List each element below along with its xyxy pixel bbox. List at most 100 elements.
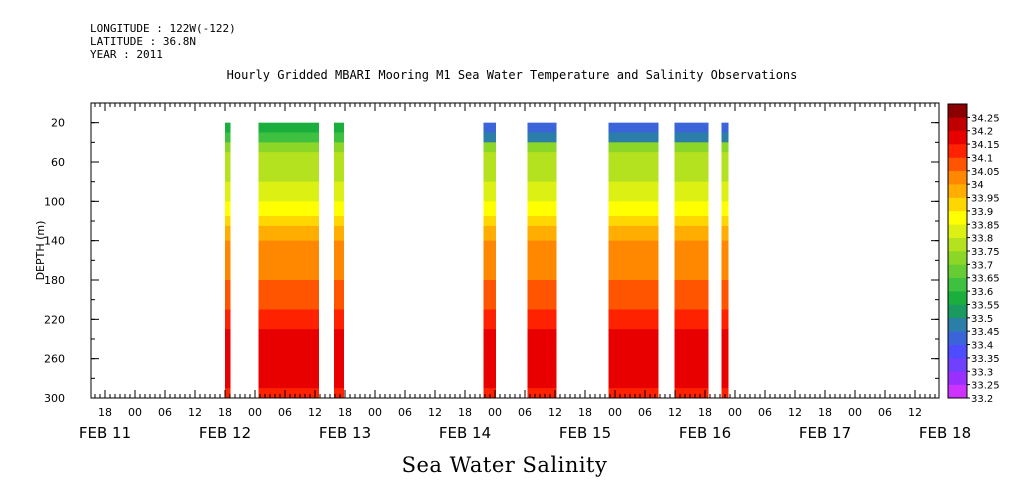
colorbar-cell (948, 210, 967, 225)
salinity-band (334, 299, 344, 306)
salinity-band (334, 225, 344, 232)
salinity-band (721, 289, 729, 296)
salinity-band (483, 329, 496, 335)
salinity-band (334, 358, 344, 365)
y-tick-label: 60 (51, 156, 65, 169)
salinity-band (721, 294, 729, 301)
salinity-band (608, 137, 659, 143)
salinity-band (527, 265, 557, 271)
salinity-band (527, 304, 557, 310)
salinity-band (334, 309, 344, 315)
y-tick-label: 300 (44, 392, 65, 405)
salinity-band (721, 137, 729, 143)
salinity-band (334, 245, 344, 251)
salinity-band (225, 373, 231, 379)
salinity-band (527, 181, 557, 188)
colorbar-cell (948, 157, 967, 172)
salinity-band (674, 368, 709, 374)
salinity-band (608, 171, 659, 178)
salinity-band (225, 225, 231, 232)
colorbar-label: 34.15 (971, 140, 1000, 151)
salinity-band (258, 270, 319, 276)
salinity-band (527, 221, 557, 227)
salinity-band (334, 127, 344, 133)
salinity-band (334, 324, 344, 330)
chart-title: Hourly Gridded MBARI Mooring M1 Sea Wate… (226, 68, 798, 82)
colorbar-label: 33.6 (971, 287, 993, 298)
salinity-band (334, 284, 344, 291)
salinity-band (334, 206, 344, 212)
data-segment (608, 122, 659, 399)
salinity-band (674, 378, 709, 384)
salinity-band (483, 132, 496, 138)
salinity-band (225, 299, 231, 306)
salinity-band (608, 329, 659, 335)
salinity-band (258, 275, 319, 281)
salinity-band (674, 255, 709, 261)
salinity-band (674, 393, 709, 399)
salinity-band (674, 152, 709, 158)
salinity-band (225, 132, 231, 138)
salinity-band (258, 348, 319, 355)
salinity-band (527, 142, 557, 148)
salinity-band (483, 196, 496, 202)
salinity-band (674, 388, 709, 394)
salinity-band (258, 211, 319, 217)
salinity-band (334, 201, 344, 207)
x-tick-label: 00 (128, 406, 142, 419)
salinity-band (258, 230, 319, 237)
x-tick-label: 12 (308, 406, 322, 419)
salinity-band (608, 235, 659, 242)
salinity-band (225, 191, 231, 197)
salinity-band (334, 388, 344, 394)
colorbar-label: 33.2 (971, 394, 993, 405)
salinity-band (608, 216, 659, 222)
salinity-band (674, 280, 709, 286)
x-day-label: FEB 18 (919, 424, 971, 442)
salinity-band (225, 319, 231, 325)
salinity-band (608, 388, 659, 394)
salinity-band (483, 319, 496, 325)
salinity-band (608, 348, 659, 355)
salinity-band (483, 216, 496, 222)
salinity-band (334, 314, 344, 320)
longitude-label: LONGITUDE : 122W(-122) (90, 22, 236, 35)
salinity-band (483, 280, 496, 286)
salinity-band (483, 225, 496, 232)
salinity-band (608, 275, 659, 281)
colorbar: 33.2 33.25 33.3 33.35 33.4 33.45 33.5 33.55 33.6… (947, 103, 1000, 405)
salinity-band (483, 127, 496, 133)
salinity-band (225, 206, 231, 212)
salinity-band (721, 211, 729, 217)
salinity-band (527, 289, 557, 296)
salinity-band (258, 157, 319, 163)
salinity-band (334, 260, 344, 266)
salinity-band (527, 358, 557, 365)
salinity-band (258, 127, 319, 133)
salinity-band (225, 348, 231, 355)
colorbar-cell (948, 384, 967, 399)
salinity-band (483, 235, 496, 242)
salinity-band (608, 206, 659, 212)
data-segment (674, 122, 709, 399)
salinity-band (608, 176, 659, 183)
salinity-band (258, 388, 319, 394)
salinity-band (721, 309, 729, 315)
salinity-band (225, 142, 231, 148)
salinity-band (334, 122, 344, 129)
y-tick-label: 100 (44, 195, 65, 208)
salinity-band (527, 171, 557, 178)
salinity-band (674, 216, 709, 222)
y-axis-label: DEPTH (m) (34, 221, 47, 281)
salinity-band (527, 329, 557, 335)
salinity-band (258, 324, 319, 330)
salinity-band (483, 221, 496, 227)
salinity-band (225, 368, 231, 374)
salinity-band (483, 270, 496, 276)
colorbar-cell (948, 264, 967, 279)
salinity-band (258, 176, 319, 183)
salinity-band (225, 186, 231, 192)
salinity-band (334, 294, 344, 301)
salinity-band (527, 260, 557, 266)
salinity-band (527, 240, 557, 247)
